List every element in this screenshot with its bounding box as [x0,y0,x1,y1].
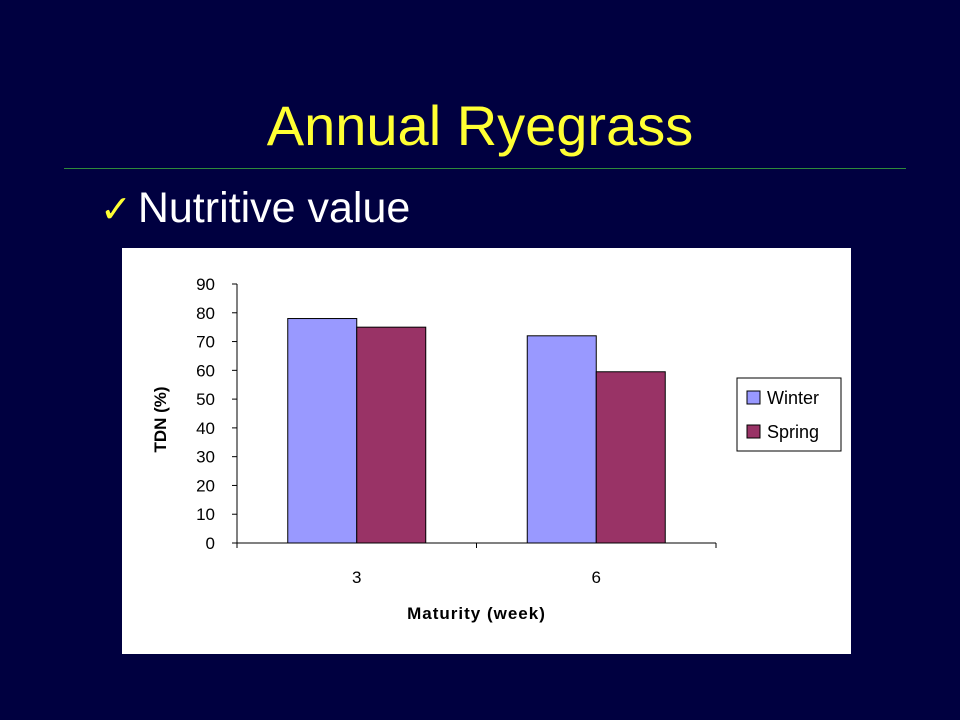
bullet-text: Nutritive value [137,184,411,232]
y-tick-label: 90 [196,275,215,294]
y-tick-label: 60 [196,361,215,380]
bar-winter-3 [287,318,358,544]
x-tick-label: 6 [592,568,601,587]
title-divider [64,168,906,169]
x-axis-title: Maturity (week) [407,604,546,623]
bar-spring-6 [595,371,666,544]
y-tick-label: 80 [196,304,215,323]
legend-box [736,377,842,452]
slide-title: Annual Ryegrass [266,94,694,157]
legend-label-spring: Spring [767,422,819,442]
y-axis-title: TDN (%) [151,386,170,452]
y-tick-label: 0 [206,534,215,553]
chart-area: 0 10 20 30 40 50 60 70 80 90 3 6 Maturity (week) TDN … [122,248,851,654]
checkmark-icon: ✓ [100,189,132,231]
y-tick-label: 40 [196,419,215,438]
bullet-item: ✓ Nutritive value [100,182,410,236]
bar-chart: 0 10 20 30 40 50 60 70 80 90 3 6 Maturity (week) TDN … [151,275,842,623]
bar-winter-6 [526,335,597,544]
legend-swatch-winter [746,390,761,405]
y-tick-label: 20 [196,476,215,495]
legend-label-winter: Winter [767,388,819,408]
y-tick-label: 10 [196,505,215,524]
legend-swatch-spring [746,424,761,439]
x-tick-label: 3 [352,568,361,587]
bar-spring-3 [356,326,427,544]
y-tick-label: 50 [196,390,215,409]
y-tick-label: 30 [196,448,215,467]
y-tick-label: 70 [196,333,215,352]
